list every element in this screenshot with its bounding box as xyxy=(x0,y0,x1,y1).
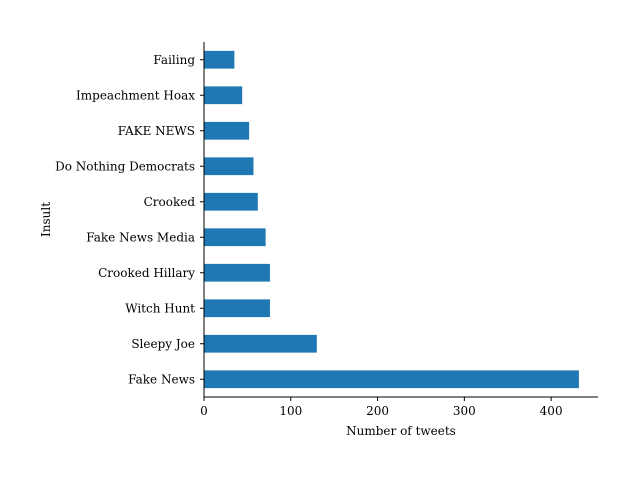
bar-crooked-hillary xyxy=(204,263,270,282)
y-tick-label: Sleepy Joe xyxy=(131,337,195,351)
y-tick-label: Failing xyxy=(153,53,195,67)
y-tick-label: Impeachment Hoax xyxy=(76,88,195,102)
y-tick-label: Crooked xyxy=(144,195,196,209)
y-tick-label: Do Nothing Democrats xyxy=(55,159,195,173)
bar-failing xyxy=(204,50,235,69)
x-tick-label: 300 xyxy=(453,404,476,418)
bar-fake-news xyxy=(204,121,250,140)
x-tick-labels: 0 100 200 300 400 xyxy=(200,397,563,418)
y-tick-label: Witch Hunt xyxy=(125,301,195,315)
bar-impeachment-hoax xyxy=(204,86,243,105)
bar-crooked xyxy=(204,192,258,211)
bar-witch-hunt xyxy=(204,299,270,318)
x-tick-label: 400 xyxy=(540,404,563,418)
x-tick-label: 200 xyxy=(366,404,389,418)
bar-fake-news xyxy=(204,370,579,389)
y-tick-label: FAKE NEWS xyxy=(118,124,195,138)
x-tick-label: 0 xyxy=(200,404,208,418)
bars-layer xyxy=(204,50,579,389)
bar-do-nothing-democrats xyxy=(204,157,254,176)
y-tick-labels: Fake News Sleepy Joe Witch Hunt Crooked Hil… xyxy=(55,53,204,386)
bar-sleepy-joe xyxy=(204,334,317,353)
bar-fake-news-media xyxy=(204,228,266,247)
axes-layer xyxy=(203,42,598,398)
x-axis-title: Number of tweets xyxy=(346,424,456,438)
y-tick-label: Crooked Hillary xyxy=(98,266,195,280)
x-tick-label: 100 xyxy=(279,404,302,418)
y-tick-label: Fake News Media xyxy=(86,230,195,244)
y-axis-title: Insult xyxy=(39,202,53,237)
y-tick-label: Fake News xyxy=(128,372,195,386)
